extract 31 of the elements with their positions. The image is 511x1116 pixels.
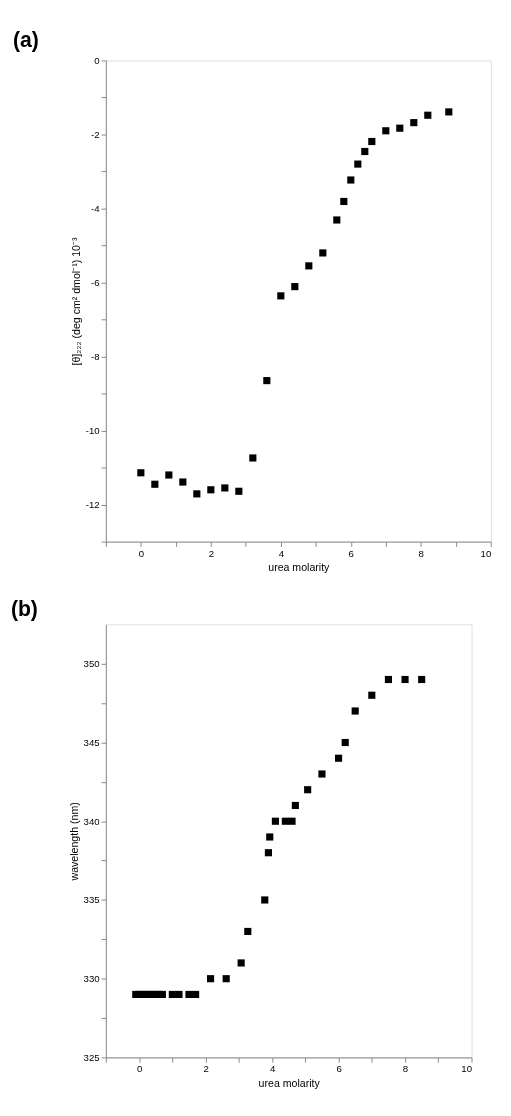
y-tick-label: -2	[91, 128, 100, 140]
y-axis-title: [θ]₂₂₂ (deg cm² dmol⁻¹) 10⁻³	[69, 237, 82, 366]
y-axis-title: wavelength (nm)	[67, 802, 80, 882]
x-tick-label: 0	[136, 1063, 143, 1075]
x-tick-label: 4	[278, 547, 285, 559]
x-tick-label: 6	[348, 547, 354, 559]
y-tick-label: 340	[83, 815, 100, 827]
y-tick-label: -8	[91, 350, 100, 362]
x-tick-label: 8	[418, 547, 424, 559]
y-tick-label: 350	[83, 658, 100, 670]
chart-title: (b)	[10, 596, 38, 621]
y-tick-label: 325	[83, 1051, 100, 1063]
chart-title: (a)	[13, 27, 39, 52]
y-tick-label: 0	[94, 54, 100, 66]
x-tick-label: 10	[480, 547, 492, 559]
x-tick-label: 8	[402, 1063, 409, 1075]
y-tick-label: -12	[85, 498, 100, 510]
x-axis-title: urea molarity	[268, 560, 331, 573]
x-axis-title: urea molarity	[258, 1076, 321, 1089]
x-tick-label: 2	[203, 1063, 209, 1075]
y-tick-label: 335	[83, 894, 100, 906]
x-tick-label: 4	[269, 1063, 276, 1075]
x-tick-label: 0	[138, 547, 145, 559]
x-tick-label: 2	[208, 547, 214, 559]
y-tick-label: -4	[91, 202, 101, 214]
y-tick-label: -6	[91, 276, 100, 288]
y-tick-label: -10	[85, 424, 100, 436]
y-tick-label: 330	[83, 973, 100, 985]
x-tick-label: 10	[461, 1063, 473, 1075]
y-tick-label: 345	[83, 736, 100, 748]
x-tick-label: 6	[336, 1063, 342, 1075]
